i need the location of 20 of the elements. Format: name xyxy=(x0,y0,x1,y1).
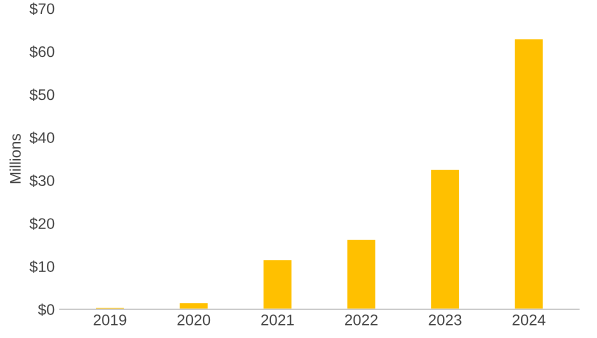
x-tick-label: 2020 xyxy=(178,314,210,326)
x-tick-label: 2022 xyxy=(345,314,378,326)
bar xyxy=(262,258,293,310)
x-tick-label: 2023 xyxy=(428,314,462,326)
x-tick-label: 2019 xyxy=(94,314,126,326)
y-tick-label: $20 xyxy=(30,218,54,230)
x-tick-label: 2024 xyxy=(512,314,546,326)
y-tick-label: $60 xyxy=(30,46,54,58)
bar xyxy=(513,38,544,310)
bar xyxy=(430,168,460,310)
y-tick-label: $70 xyxy=(30,2,54,16)
y-axis-title: Millions xyxy=(10,134,21,184)
x-tick-label: 2021 xyxy=(261,314,294,326)
y-tick-label: $40 xyxy=(30,132,54,144)
bar xyxy=(178,302,210,310)
y-tick-label: $50 xyxy=(30,88,54,101)
y-tick-label: $30 xyxy=(30,174,54,187)
y-tick-label: $0 xyxy=(38,303,54,316)
bar xyxy=(346,238,377,310)
y-tick-label: $10 xyxy=(30,260,54,273)
